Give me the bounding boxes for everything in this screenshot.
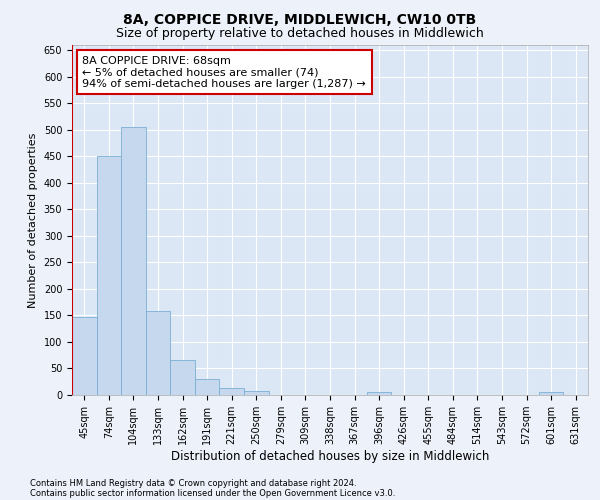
Text: 8A, COPPICE DRIVE, MIDDLEWICH, CW10 0TB: 8A, COPPICE DRIVE, MIDDLEWICH, CW10 0TB (124, 12, 476, 26)
Bar (97, 156, 121, 395)
Text: Size of property relative to detached houses in Middlewich: Size of property relative to detached ho… (116, 28, 484, 40)
Y-axis label: Number of detached properties: Number of detached properties (28, 132, 38, 308)
Bar (72, 317, 97, 395)
X-axis label: Distribution of detached houses by size in Middlewich: Distribution of detached houses by size … (171, 450, 489, 463)
Text: Contains HM Land Registry data © Crown copyright and database right 2024.: Contains HM Land Registry data © Crown c… (30, 478, 356, 488)
Text: Contains public sector information licensed under the Open Government Licence v3: Contains public sector information licen… (30, 488, 395, 498)
Bar (539, 392, 563, 395)
Bar (220, 388, 244, 395)
Bar (367, 392, 391, 395)
Bar (121, 126, 146, 395)
Bar (170, 360, 195, 395)
Bar (146, 311, 170, 395)
Text: 8A COPPICE DRIVE: 68sqm
← 5% of detached houses are smaller (74)
94% of semi-det: 8A COPPICE DRIVE: 68sqm ← 5% of detached… (82, 56, 366, 88)
Bar (195, 379, 220, 395)
Bar (244, 391, 269, 395)
